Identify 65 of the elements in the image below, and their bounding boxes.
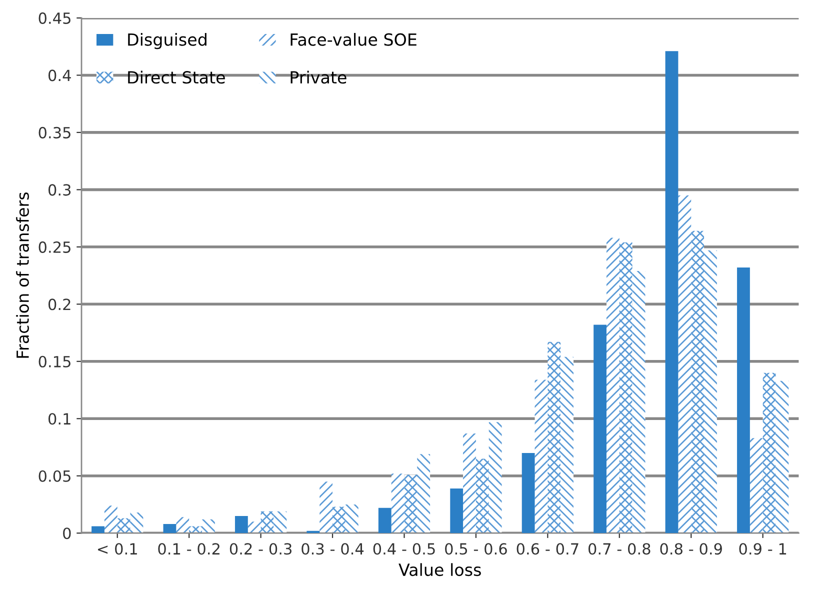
bar bbox=[274, 511, 287, 534]
x-tick-label: 0.4 - 0.5 bbox=[373, 543, 435, 555]
y-tick-label: 0.4 bbox=[48, 70, 71, 82]
bar bbox=[417, 454, 430, 534]
x-axis-title: Value loss bbox=[398, 563, 481, 576]
bar bbox=[176, 517, 190, 534]
bar bbox=[632, 270, 646, 534]
bar bbox=[202, 519, 215, 534]
bar bbox=[248, 522, 261, 534]
bar bbox=[704, 250, 717, 534]
bar bbox=[130, 512, 144, 534]
bar bbox=[665, 51, 678, 534]
bar bbox=[522, 452, 535, 534]
bar bbox=[678, 195, 692, 534]
y-tick-label: 0.35 bbox=[38, 126, 70, 138]
bar bbox=[104, 506, 118, 534]
y-tick-label: 0.1 bbox=[48, 413, 70, 425]
bar bbox=[117, 518, 130, 534]
y-tick-label: 0.3 bbox=[48, 184, 71, 196]
x-tick-label: 0.5 - 0.6 bbox=[445, 543, 507, 555]
x-tick-label: 0.8 - 0.9 bbox=[660, 543, 722, 555]
x-tick-label: 0.9 - 1 bbox=[739, 543, 786, 555]
bar bbox=[476, 458, 489, 534]
y-tick-label: 0.2 bbox=[48, 298, 70, 310]
y-tick-label: 0.05 bbox=[38, 470, 70, 482]
bar bbox=[606, 238, 620, 534]
bar bbox=[163, 524, 176, 534]
bar bbox=[560, 356, 574, 534]
bar bbox=[189, 526, 202, 534]
bar bbox=[619, 242, 632, 534]
y-tick-label: 0.25 bbox=[38, 241, 70, 253]
y-axis-title: Fraction of transfers bbox=[16, 192, 29, 358]
x-tick-label: 0.1 - 0.2 bbox=[158, 543, 220, 555]
x-tick-label: < 0.1 bbox=[98, 543, 137, 555]
legend-label: Face-value SOE bbox=[290, 32, 416, 46]
bar bbox=[776, 380, 789, 534]
x-tick-label: 0.3 - 0.4 bbox=[302, 543, 364, 555]
bar bbox=[737, 268, 750, 534]
bar bbox=[750, 438, 763, 534]
bar bbox=[534, 380, 548, 534]
bar bbox=[691, 230, 704, 534]
y-tick-label: 0.45 bbox=[38, 12, 70, 24]
x-tick-label: 0.7 - 0.8 bbox=[588, 543, 650, 555]
bar bbox=[234, 516, 248, 534]
x-tick-label: 0.6 - 0.7 bbox=[516, 543, 578, 555]
bar bbox=[378, 508, 392, 534]
bar bbox=[463, 434, 476, 534]
y-tick-label: 0.15 bbox=[38, 356, 70, 368]
bar bbox=[391, 474, 404, 534]
y-tick-label: 0 bbox=[63, 528, 71, 540]
bar bbox=[320, 482, 333, 534]
legend-label: Direct State bbox=[128, 70, 225, 84]
bar bbox=[404, 474, 418, 534]
bar bbox=[450, 488, 464, 534]
bar bbox=[594, 324, 606, 534]
bar bbox=[548, 342, 561, 534]
legend-label: Private bbox=[290, 70, 346, 84]
legend-label: Disguised bbox=[128, 32, 206, 50]
bar bbox=[488, 422, 502, 534]
bar bbox=[92, 526, 104, 534]
bar bbox=[332, 506, 346, 534]
bar bbox=[762, 372, 776, 534]
x-tick-label: 0.2 - 0.3 bbox=[230, 543, 292, 555]
bar bbox=[345, 504, 358, 534]
bar bbox=[260, 511, 274, 534]
